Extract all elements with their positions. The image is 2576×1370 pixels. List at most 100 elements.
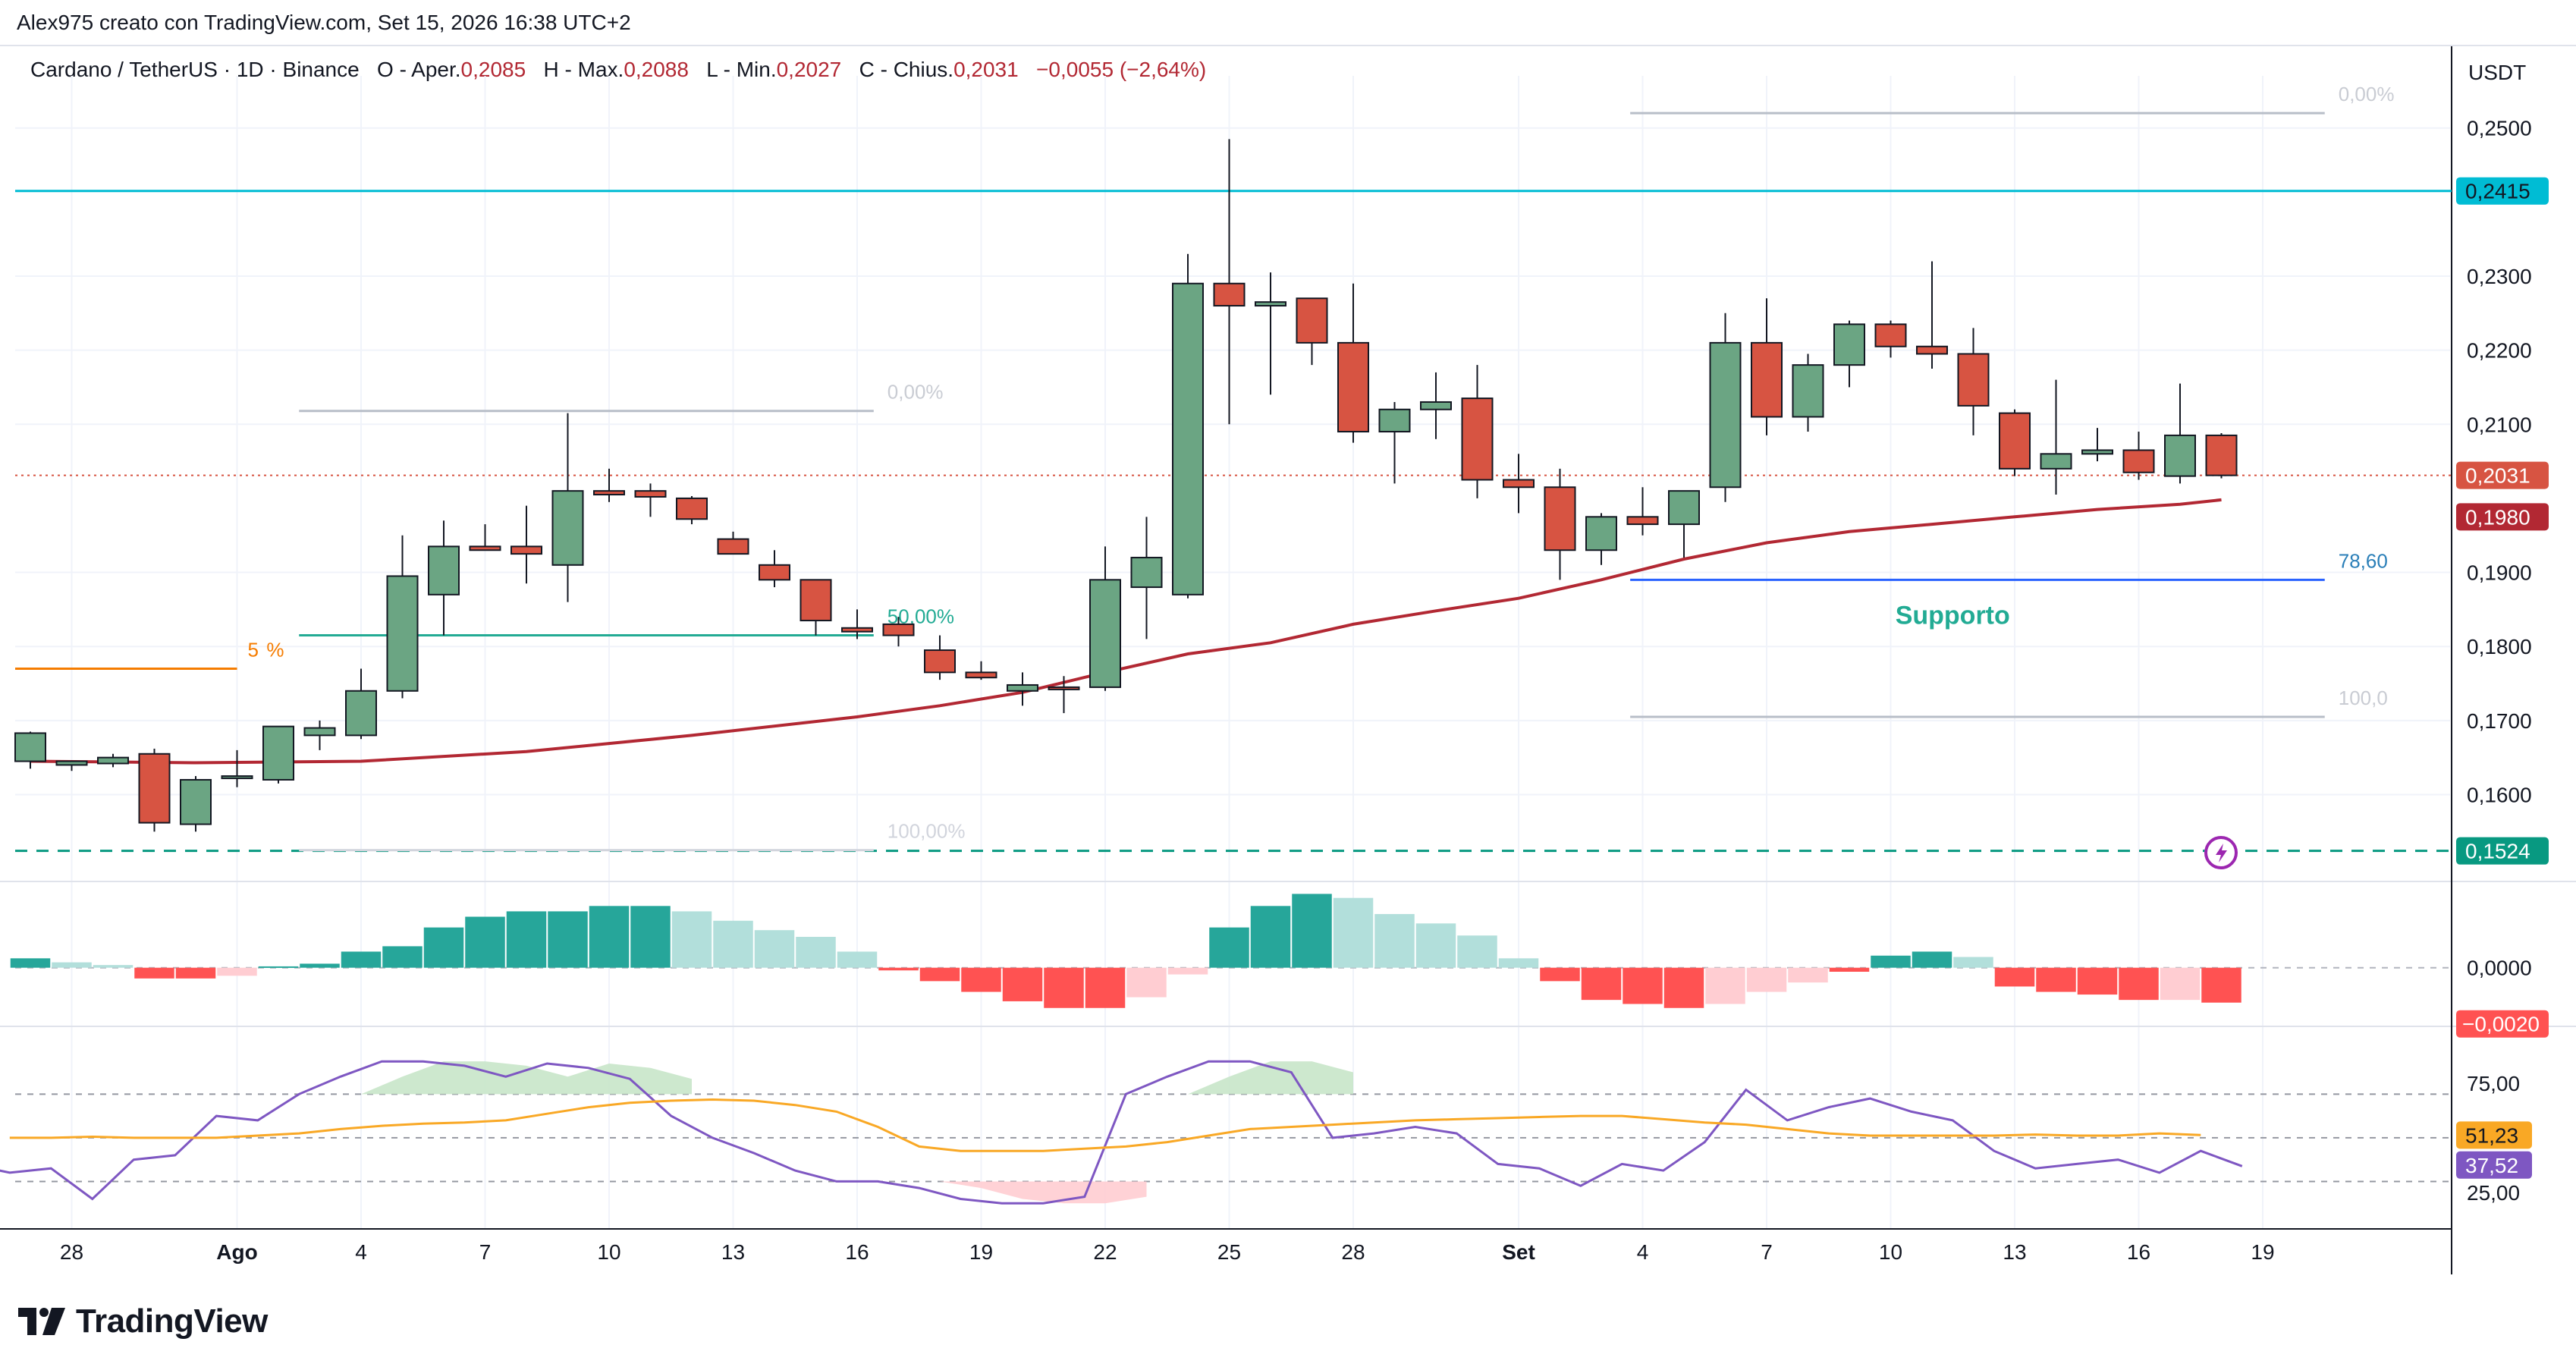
candle[interactable] (303, 720, 336, 750)
candle[interactable] (469, 524, 501, 551)
candle-body (2040, 453, 2072, 470)
candle[interactable] (1999, 409, 2031, 476)
candle-body (882, 623, 915, 636)
date-tick-label: Ago (216, 1240, 257, 1264)
rsi-ma-badge (2456, 1121, 2532, 1149)
candle[interactable] (1585, 513, 1617, 565)
candle[interactable] (1378, 401, 1411, 484)
candle-body (551, 490, 584, 566)
candle[interactable] (2040, 379, 2072, 495)
candle-body (1668, 490, 1700, 526)
candle[interactable] (717, 531, 749, 555)
candle[interactable] (428, 520, 460, 636)
candle[interactable] (138, 748, 171, 832)
rsi-ma-line (9, 1098, 2201, 1152)
candle[interactable] (1709, 313, 1742, 502)
candle-body (676, 497, 708, 520)
macd-bar (1746, 967, 1787, 992)
candle[interactable] (1048, 676, 1080, 714)
ma-price-badge: 0,1980 (2456, 503, 2549, 531)
date-tick-label: 22 (1093, 1240, 1117, 1264)
ma-price-badge-bg (2456, 503, 2549, 531)
candle[interactable] (1213, 139, 1246, 425)
candle-body (1751, 341, 1783, 418)
macd-bar (1002, 967, 1043, 1001)
moving-average-line (30, 498, 2222, 765)
candle[interactable] (55, 760, 88, 771)
grid (15, 76, 2450, 1229)
candle[interactable] (1751, 298, 1783, 435)
candle[interactable] (593, 468, 625, 502)
candle[interactable] (1420, 372, 1452, 439)
macd-pane (10, 894, 2452, 1008)
lightning-icon[interactable] (2204, 836, 2238, 869)
date-tick-label: 28 (1341, 1240, 1365, 1264)
candle[interactable] (1172, 253, 1204, 599)
candle[interactable] (1089, 546, 1121, 691)
candle[interactable] (1130, 517, 1163, 639)
candle[interactable] (1007, 672, 1038, 706)
candle[interactable] (1337, 283, 1369, 443)
macd-bar (2160, 967, 2201, 1001)
date-tick-label: 10 (597, 1240, 620, 1264)
candle[interactable] (97, 753, 129, 768)
currency-selector[interactable]: USDT (2468, 61, 2527, 84)
rsi-ma-badge-text: 51,23 (2465, 1123, 2518, 1147)
macd-bar (1044, 967, 1084, 1008)
macd-bar (506, 911, 547, 968)
candle[interactable] (345, 668, 377, 740)
candle[interactable] (676, 495, 708, 525)
candle[interactable] (759, 550, 790, 588)
candle[interactable] (1255, 272, 1286, 395)
candle[interactable] (14, 731, 46, 769)
candle[interactable] (882, 617, 915, 647)
price-tick-label: 0,1800 (2467, 635, 2532, 658)
candle[interactable] (924, 635, 956, 680)
candle[interactable] (1296, 297, 1328, 366)
candle[interactable] (2081, 428, 2113, 462)
macd-bar (1581, 967, 1622, 1001)
candle[interactable] (1833, 320, 1865, 388)
candle[interactable] (1626, 487, 1659, 536)
price-tick-label: 0,2300 (2467, 265, 2532, 288)
candle[interactable] (221, 749, 253, 787)
candle[interactable] (1792, 353, 1824, 432)
candle[interactable] (386, 535, 419, 699)
candle-body (1378, 408, 1411, 433)
candle[interactable] (551, 413, 584, 602)
candle[interactable] (180, 776, 212, 832)
tradingview-logo[interactable]: TradingView (18, 1300, 268, 1343)
candle[interactable] (1503, 454, 1535, 514)
candle[interactable] (1461, 365, 1494, 498)
candle[interactable] (1874, 320, 1907, 358)
candle[interactable] (2205, 432, 2238, 479)
candle[interactable] (2164, 383, 2196, 484)
macd-bar (1292, 894, 1332, 968)
price-tick-label: 0,1600 (2467, 783, 2532, 806)
macd-bar (1333, 897, 1374, 968)
fib-left-0-label: 0,00% (887, 381, 944, 404)
candle[interactable] (1544, 468, 1576, 580)
macd-bar (589, 906, 630, 968)
candle[interactable] (841, 609, 873, 639)
candle-body (1420, 401, 1452, 410)
candle[interactable] (2122, 432, 2155, 480)
candle[interactable] (510, 505, 542, 584)
price-tick-label: 0,2100 (2467, 413, 2532, 436)
macd-bar (10, 958, 51, 968)
candle[interactable] (1668, 490, 1700, 558)
low-label: L - Min. (706, 58, 777, 81)
fib-right-786-label: 78,60 (2339, 549, 2388, 572)
candle[interactable] (1957, 328, 1990, 435)
support-price-badge-bg (2456, 837, 2549, 865)
macd-bar (796, 937, 836, 968)
candle[interactable] (800, 579, 832, 636)
candle[interactable] (965, 661, 997, 680)
candle-body (1999, 412, 2031, 470)
candle[interactable] (634, 483, 667, 517)
candle[interactable] (262, 725, 294, 784)
candle[interactable] (1916, 261, 1948, 369)
macd-bar (465, 916, 505, 968)
ma-price-badge-text: 0,1980 (2465, 505, 2530, 529)
